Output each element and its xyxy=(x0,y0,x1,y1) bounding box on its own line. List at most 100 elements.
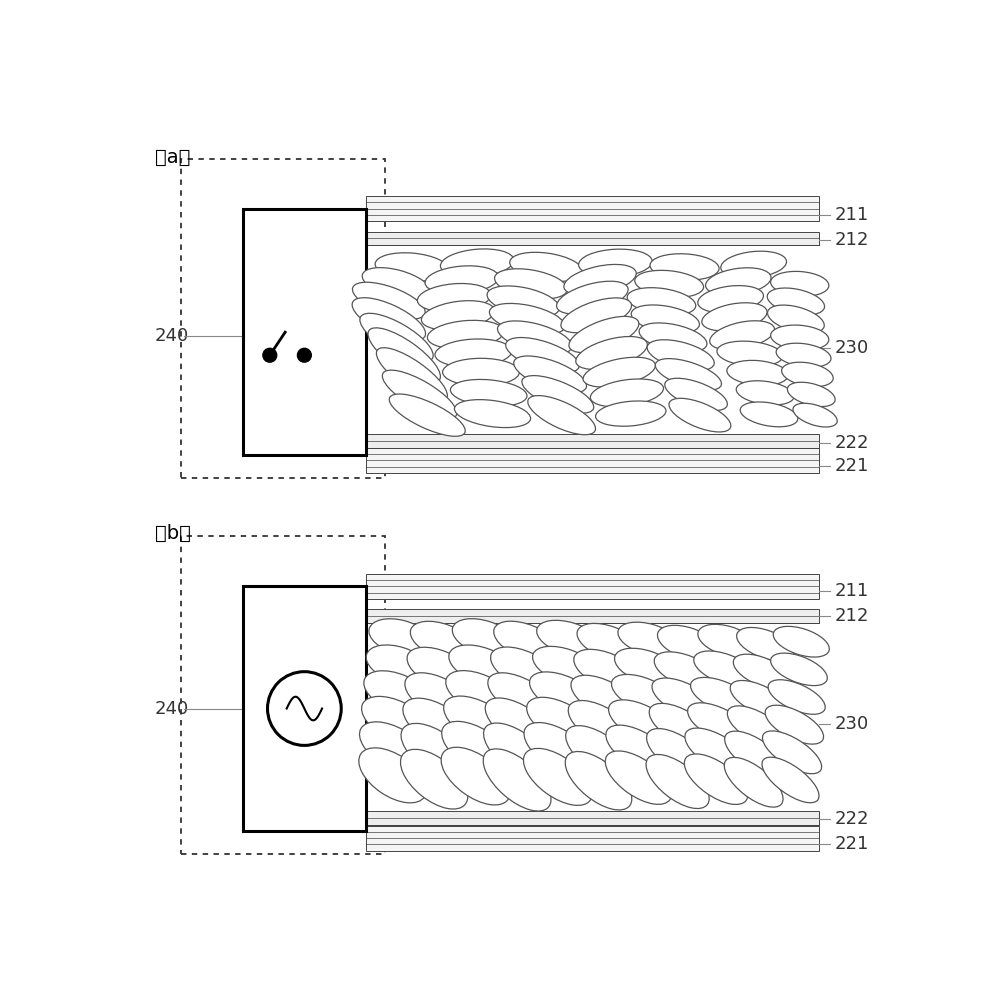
Ellipse shape xyxy=(793,403,837,427)
Ellipse shape xyxy=(451,379,527,406)
Text: 240: 240 xyxy=(155,700,189,718)
Ellipse shape xyxy=(565,751,632,810)
Ellipse shape xyxy=(788,382,835,407)
Ellipse shape xyxy=(716,341,783,366)
Ellipse shape xyxy=(639,323,707,352)
Ellipse shape xyxy=(702,303,767,331)
Ellipse shape xyxy=(706,268,771,295)
Ellipse shape xyxy=(362,696,430,744)
Ellipse shape xyxy=(359,748,426,803)
Ellipse shape xyxy=(649,703,714,749)
Bar xyxy=(366,448,819,473)
Ellipse shape xyxy=(685,754,748,804)
Ellipse shape xyxy=(363,268,431,300)
Text: （b）: （b） xyxy=(155,524,190,543)
Ellipse shape xyxy=(497,321,572,354)
Ellipse shape xyxy=(650,254,719,280)
Ellipse shape xyxy=(657,625,719,661)
Ellipse shape xyxy=(576,337,647,369)
Ellipse shape xyxy=(532,646,600,686)
Ellipse shape xyxy=(537,620,602,657)
Ellipse shape xyxy=(727,706,788,748)
Ellipse shape xyxy=(720,251,787,278)
Ellipse shape xyxy=(740,402,798,427)
Circle shape xyxy=(268,672,341,745)
Ellipse shape xyxy=(608,700,676,745)
Ellipse shape xyxy=(484,749,551,811)
Ellipse shape xyxy=(410,621,475,661)
Text: （a）: （a） xyxy=(155,148,190,167)
Ellipse shape xyxy=(509,252,583,282)
Bar xyxy=(366,826,819,851)
Text: 211: 211 xyxy=(834,582,868,600)
Ellipse shape xyxy=(513,356,587,393)
Ellipse shape xyxy=(486,698,555,751)
Ellipse shape xyxy=(568,701,636,750)
Ellipse shape xyxy=(765,705,824,744)
Ellipse shape xyxy=(494,621,561,662)
Ellipse shape xyxy=(417,283,491,312)
Ellipse shape xyxy=(407,647,474,690)
Ellipse shape xyxy=(566,726,634,781)
Ellipse shape xyxy=(685,728,750,775)
Ellipse shape xyxy=(579,249,652,277)
Ellipse shape xyxy=(561,298,631,333)
Ellipse shape xyxy=(767,288,825,315)
Ellipse shape xyxy=(353,282,425,319)
Ellipse shape xyxy=(606,725,674,775)
Text: 212: 212 xyxy=(834,607,869,625)
Ellipse shape xyxy=(405,673,473,720)
Bar xyxy=(366,245,819,448)
Circle shape xyxy=(263,348,276,362)
Ellipse shape xyxy=(627,288,696,315)
Ellipse shape xyxy=(490,303,565,335)
Ellipse shape xyxy=(360,313,433,362)
Ellipse shape xyxy=(449,645,516,686)
Ellipse shape xyxy=(771,325,828,350)
Ellipse shape xyxy=(442,721,512,776)
Ellipse shape xyxy=(596,401,666,426)
Ellipse shape xyxy=(528,396,596,435)
Ellipse shape xyxy=(364,671,431,714)
Ellipse shape xyxy=(591,379,664,407)
Ellipse shape xyxy=(652,678,716,719)
Ellipse shape xyxy=(767,305,825,333)
Ellipse shape xyxy=(698,286,763,313)
Ellipse shape xyxy=(698,624,757,658)
Ellipse shape xyxy=(635,270,704,297)
Ellipse shape xyxy=(495,269,567,299)
Ellipse shape xyxy=(776,343,831,367)
Ellipse shape xyxy=(524,723,595,776)
Ellipse shape xyxy=(441,747,510,805)
Ellipse shape xyxy=(367,645,431,685)
Ellipse shape xyxy=(435,339,511,367)
Ellipse shape xyxy=(655,359,721,390)
Ellipse shape xyxy=(710,321,775,350)
Ellipse shape xyxy=(691,677,754,715)
Text: 240: 240 xyxy=(155,327,189,345)
Ellipse shape xyxy=(376,253,449,281)
Ellipse shape xyxy=(768,680,826,714)
Ellipse shape xyxy=(730,680,790,718)
Ellipse shape xyxy=(688,703,752,745)
Bar xyxy=(366,434,819,448)
Ellipse shape xyxy=(452,619,517,657)
Text: 211: 211 xyxy=(834,206,868,224)
Text: 230: 230 xyxy=(834,715,868,733)
Ellipse shape xyxy=(427,320,503,349)
Ellipse shape xyxy=(523,748,593,805)
Ellipse shape xyxy=(762,757,819,803)
Ellipse shape xyxy=(440,249,514,277)
Ellipse shape xyxy=(762,731,822,774)
Ellipse shape xyxy=(403,698,472,750)
Ellipse shape xyxy=(606,751,672,804)
Ellipse shape xyxy=(529,672,599,716)
Ellipse shape xyxy=(526,697,597,746)
Ellipse shape xyxy=(425,266,498,294)
Ellipse shape xyxy=(726,360,788,385)
Text: 221: 221 xyxy=(834,457,869,475)
Ellipse shape xyxy=(389,394,465,436)
Ellipse shape xyxy=(647,340,715,371)
Ellipse shape xyxy=(571,675,638,720)
Ellipse shape xyxy=(455,400,530,428)
